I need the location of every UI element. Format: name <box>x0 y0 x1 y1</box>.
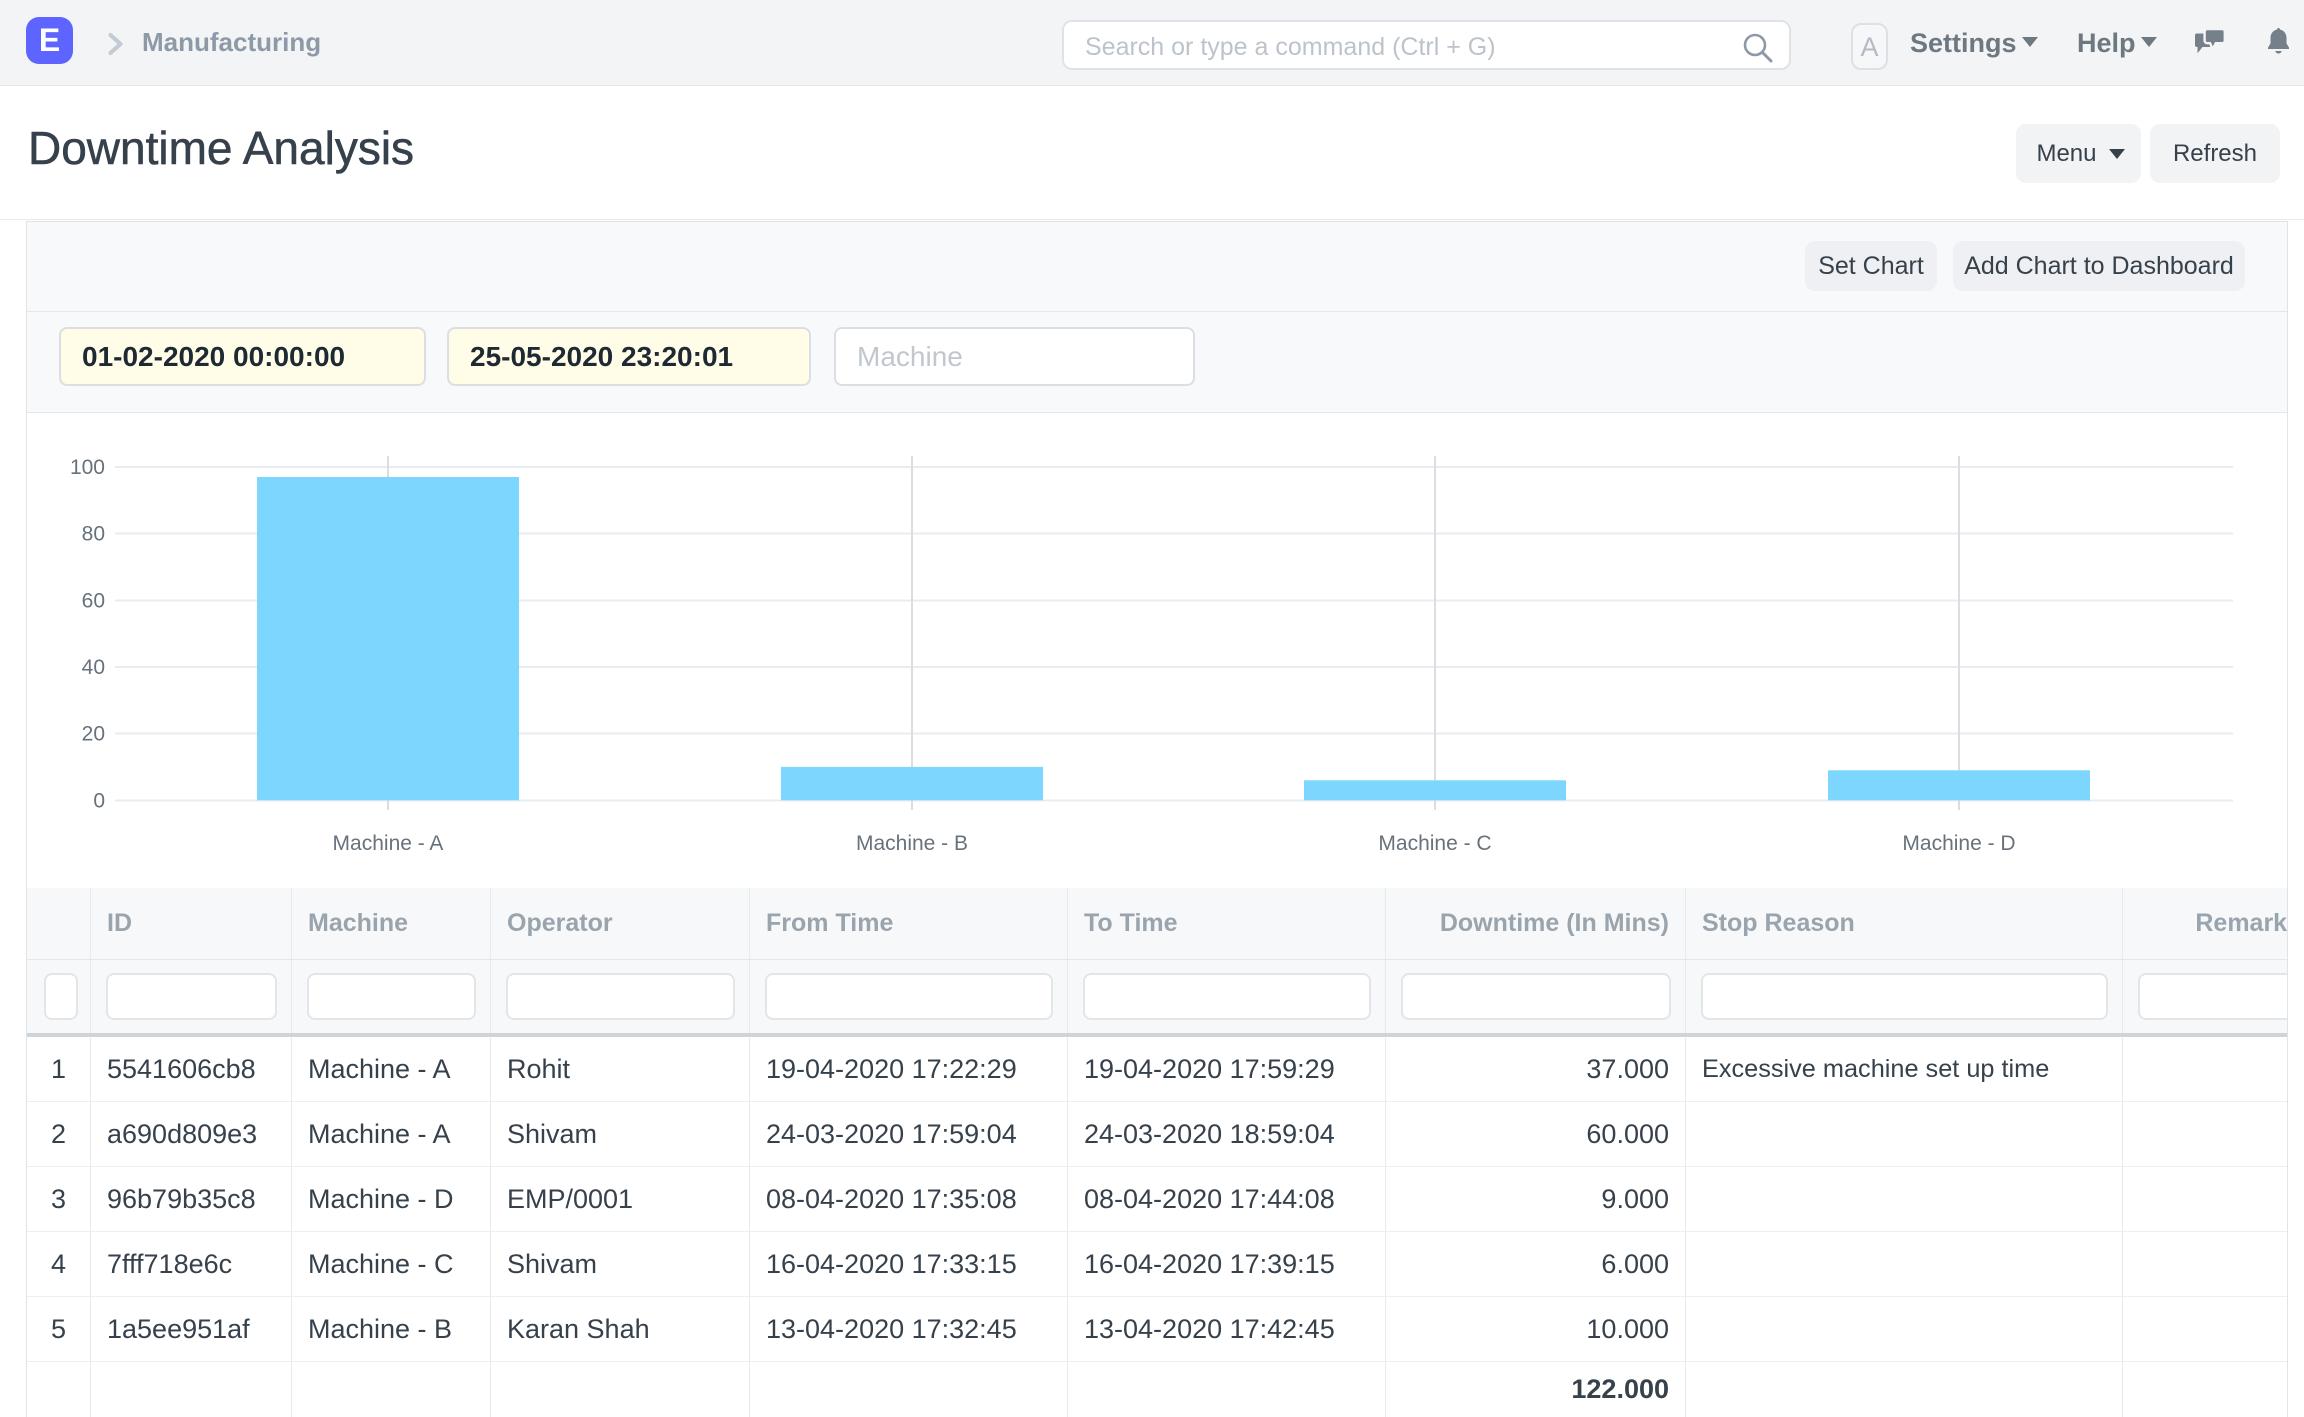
svg-text:Machine - C: Machine - C <box>1378 832 1491 855</box>
svg-text:80: 80 <box>82 523 105 546</box>
svg-text:0: 0 <box>93 789 105 812</box>
svg-text:Machine - B: Machine - B <box>856 832 968 855</box>
svg-text:60: 60 <box>82 589 105 612</box>
svg-text:100: 100 <box>70 456 105 479</box>
svg-text:Machine - A: Machine - A <box>333 832 444 855</box>
svg-text:20: 20 <box>82 723 105 746</box>
svg-text:Machine - D: Machine - D <box>1902 832 2015 855</box>
svg-text:40: 40 <box>82 656 105 679</box>
